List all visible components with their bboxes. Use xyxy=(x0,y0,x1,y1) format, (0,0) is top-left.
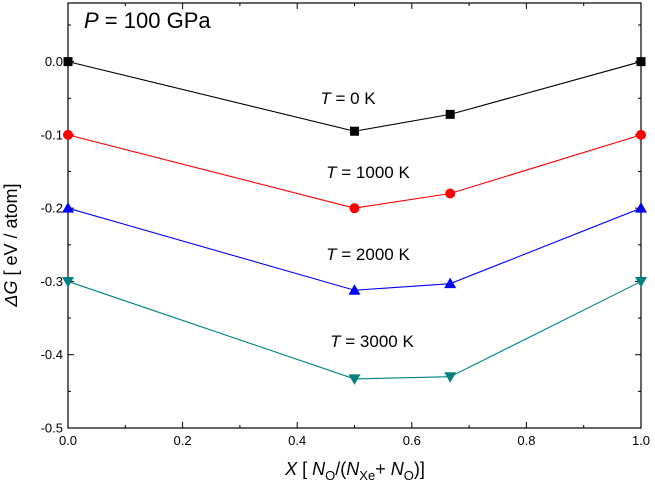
series-label-3: T = 3000 K xyxy=(330,332,414,351)
data-point-s0-3 xyxy=(636,57,646,67)
x-axis-label-n2: N xyxy=(346,459,360,479)
x-tick-label: 0.4 xyxy=(288,433,306,448)
series-label-3-italic: T xyxy=(330,332,342,351)
title-rest: = 100 GPa xyxy=(99,8,212,33)
series-label-1-italic: T xyxy=(326,163,338,182)
y-axis-label-italic: ΔG xyxy=(1,280,21,307)
x-axis-label-s2: Xe xyxy=(359,468,375,483)
data-point-s3-2 xyxy=(444,372,457,383)
data-point-s0-1 xyxy=(350,126,359,136)
x-axis-label-open: [ xyxy=(297,459,312,479)
y-axis-label-rest: [ eV / atom] xyxy=(1,183,21,280)
x-tick-label: 0.6 xyxy=(403,433,421,448)
data-point-s1-2 xyxy=(445,188,456,199)
series-label-1-rest: = 1000 K xyxy=(337,163,411,182)
series-label-2-rest: = 2000 K xyxy=(337,245,411,264)
data-point-s3-1 xyxy=(348,374,361,385)
data-point-s1-3 xyxy=(636,129,646,140)
x-axis-label-x: X xyxy=(284,459,298,479)
x-axis-label-s3: O xyxy=(404,468,414,483)
series-line-0 xyxy=(67,61,642,132)
x-tick-label: 0.0 xyxy=(59,433,77,448)
series-label-2-italic: T xyxy=(326,245,338,264)
data-point-s2-2 xyxy=(444,277,457,289)
y-tick-label: -0.1 xyxy=(41,127,63,142)
x-axis-label-s1: O xyxy=(325,468,335,483)
x-tick-label: 1.0 xyxy=(632,433,650,448)
data-point-s3-0 xyxy=(62,276,74,288)
series-label-2: T = 2000 K xyxy=(326,245,410,264)
data-point-s1-1 xyxy=(349,203,360,214)
data-point-s0-2 xyxy=(445,109,455,119)
chart-title: P = 100 GPa xyxy=(84,8,211,33)
series-label-0-italic: T xyxy=(320,89,332,108)
title-italic: P xyxy=(84,8,99,33)
x-axis-label-mid: /( xyxy=(335,459,346,479)
x-axis-label: X [ NO/(NXe+ NO)] xyxy=(284,459,425,483)
y-tick-label: -0.2 xyxy=(41,201,63,216)
plot-frame xyxy=(67,2,642,429)
plot-border xyxy=(67,2,642,429)
series-group xyxy=(62,57,647,385)
series-line-3 xyxy=(67,280,642,380)
series-label-3-rest: = 3000 K xyxy=(341,332,415,351)
series-label-0-rest: = 0 K xyxy=(331,89,377,108)
x-axis-label-n1: N xyxy=(312,459,326,479)
axis-ticks: 0.0 0.2 0.4 0.6 0.8 1.0 0.0 -0.1 -0.2 -0.3 -0.4 -0.… xyxy=(41,3,650,448)
series-label-0: T = 0 K xyxy=(320,89,376,108)
y-tick-label: -0.3 xyxy=(41,274,63,289)
y-axis-label: ΔG [ eV / atom] xyxy=(1,183,21,307)
data-point-s3-3 xyxy=(635,276,647,288)
x-axis-label-close: )] xyxy=(414,459,425,479)
data-point-s1-0 xyxy=(63,129,73,140)
data-point-s2-0 xyxy=(62,202,74,213)
data-point-s2-3 xyxy=(635,202,647,213)
x-tick-label: 0.8 xyxy=(517,433,535,448)
series-line-2 xyxy=(67,207,642,291)
series-line-1 xyxy=(67,134,642,209)
x-tick-label: 0.2 xyxy=(174,433,192,448)
y-tick-label: -0.4 xyxy=(41,347,63,362)
y-tick-label: -0.5 xyxy=(41,421,63,436)
x-axis-label-plus: + xyxy=(375,459,391,479)
series-label-1: T = 1000 K xyxy=(326,163,410,182)
y-tick-label: 0.0 xyxy=(45,54,63,69)
data-point-s2-1 xyxy=(348,284,361,295)
data-point-s0-0 xyxy=(63,57,73,67)
x-axis-label-n3: N xyxy=(391,459,405,479)
